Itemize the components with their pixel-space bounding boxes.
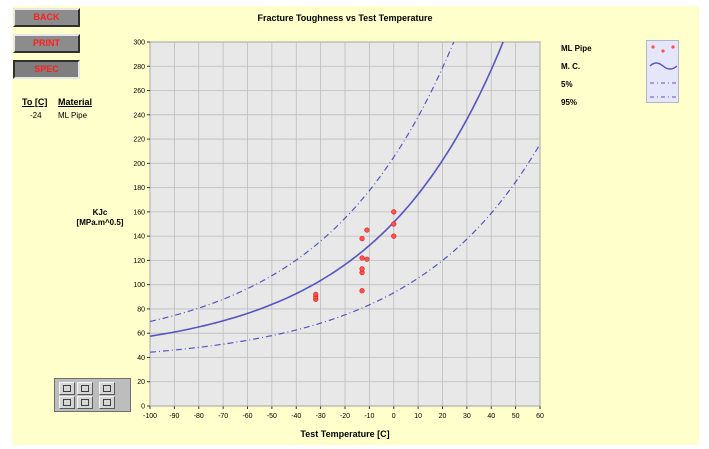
y-tick-label: 300 (133, 40, 145, 47)
y-tick-label: 20 (137, 379, 145, 386)
y-tick-label: 140 (133, 234, 145, 241)
x-tick-label: 20 (439, 413, 447, 420)
legend-label-master-curve: M. C. (561, 62, 580, 71)
x-tick-label: 0 (392, 413, 396, 420)
data-point (360, 288, 365, 293)
zoom-in-icon[interactable] (59, 382, 75, 395)
data-point (391, 210, 396, 215)
y-tick-label: 160 (133, 209, 145, 216)
home-icon-glyph (103, 399, 111, 406)
x-tick-label: -40 (291, 413, 301, 420)
home-icon[interactable] (99, 396, 115, 409)
legend-swatch-points (661, 49, 664, 52)
legend-swatch-master-curve (650, 63, 677, 69)
y-tick-label: 0 (141, 404, 145, 411)
data-point (365, 228, 370, 233)
pan-icon[interactable] (59, 396, 75, 409)
y-tick-label: 180 (133, 185, 145, 192)
y-tick-label: 100 (133, 282, 145, 289)
x-tick-label: -70 (218, 413, 228, 420)
data-point (391, 222, 396, 227)
y-tick-label: 260 (133, 88, 145, 95)
y-tick-label: 120 (133, 258, 145, 265)
legend-swatch-points (671, 45, 674, 48)
x-tick-label: 60 (536, 413, 544, 420)
legend-label-ml-pipe: ML Pipe (561, 44, 592, 53)
legend-label-5-percent: 5% (561, 80, 573, 89)
legend-swatch-box (646, 40, 679, 103)
zoom-in-icon-glyph (63, 385, 71, 392)
x-tick-label: -80 (194, 413, 204, 420)
chart-toolbar (54, 378, 131, 412)
grid-icon[interactable] (99, 382, 115, 395)
y-tick-label: 60 (137, 331, 145, 338)
x-tick-label: -20 (340, 413, 350, 420)
y-tick-label: 200 (133, 161, 145, 168)
legend-swatch-points (651, 45, 654, 48)
y-tick-label: 40 (137, 355, 145, 362)
legend-swatches (647, 41, 680, 104)
x-tick-label: -50 (267, 413, 277, 420)
data-point (365, 257, 370, 262)
zoom-out-icon-glyph (81, 385, 89, 392)
x-tick-label: -90 (169, 413, 179, 420)
x-tick-label: -100 (143, 413, 157, 420)
pan-icon-glyph (63, 399, 71, 406)
grid-icon-glyph (103, 385, 111, 392)
axes-icon-glyph (81, 399, 89, 406)
x-tick-label: 10 (414, 413, 422, 420)
zoom-out-icon[interactable] (77, 382, 93, 395)
data-point (360, 267, 365, 272)
x-tick-label: -60 (242, 413, 252, 420)
data-point (360, 236, 365, 241)
y-tick-label: 280 (133, 64, 145, 71)
data-point (313, 292, 318, 297)
x-tick-label: -10 (364, 413, 374, 420)
x-tick-label: 40 (487, 413, 495, 420)
data-point (360, 256, 365, 261)
x-tick-label: -30 (316, 413, 326, 420)
axes-icon[interactable] (77, 396, 93, 409)
y-tick-label: 240 (133, 112, 145, 119)
data-point (391, 234, 396, 239)
legend-label-95-percent: 95% (561, 98, 577, 107)
y-tick-label: 80 (137, 306, 145, 313)
x-tick-label: 50 (512, 413, 520, 420)
y-tick-label: 220 (133, 137, 145, 144)
x-tick-label: 30 (463, 413, 471, 420)
